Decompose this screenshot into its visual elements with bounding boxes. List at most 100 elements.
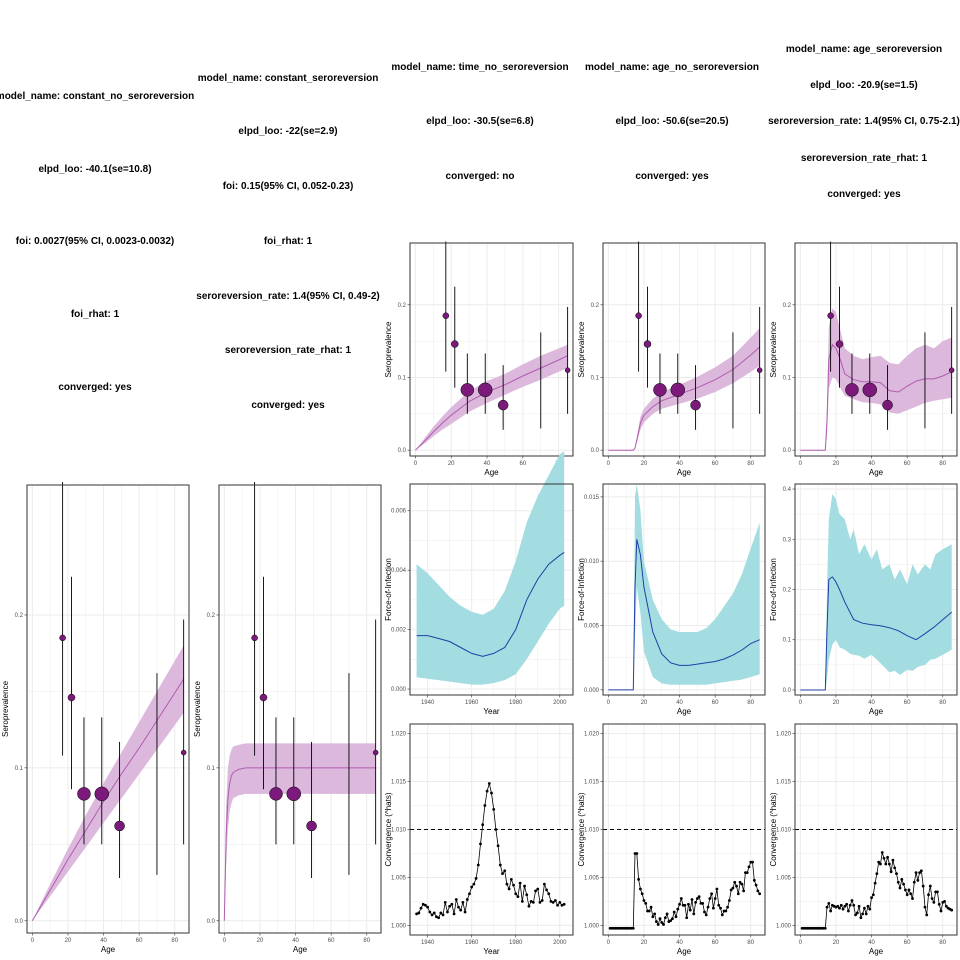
rhat-point — [419, 906, 423, 910]
rhat-point — [887, 862, 891, 866]
y-tick-label: 0.2 — [783, 303, 792, 309]
rhat-point — [538, 900, 542, 904]
x-axis-label: Year — [483, 947, 500, 956]
y-axis-label: Seroprevalence — [193, 680, 202, 737]
rhat-point — [540, 899, 544, 902]
y-tick-label: 1.010 — [776, 828, 792, 834]
y-axis-label: Seroprevalence — [769, 321, 778, 378]
rhat-point — [841, 907, 845, 911]
rhat-point — [494, 828, 498, 831]
rhat-point — [870, 896, 873, 899]
model-summary-text: model_name: constant_no_seroreversion elp… — [0, 44, 960, 411]
observed-point — [251, 634, 258, 642]
rhat-point — [516, 895, 520, 899]
rhat-point — [880, 851, 884, 854]
y-tick-label: 0.0 — [398, 448, 407, 454]
x-tick-label: 20 — [833, 940, 840, 946]
x-axis-label: Age — [869, 707, 884, 716]
x-tick-label: 20 — [448, 461, 455, 467]
rhat-point — [727, 899, 731, 902]
y-tick-label: 0.0 — [15, 919, 24, 925]
x-tick-label: 60 — [520, 461, 527, 467]
rhat-point — [731, 886, 735, 890]
rhat-point — [448, 904, 452, 908]
rhat-point — [468, 892, 471, 896]
rhat-point — [529, 900, 533, 903]
x-axis-label: Age — [869, 947, 884, 956]
x-tick-label: 20 — [641, 461, 648, 467]
rhat-point — [694, 900, 697, 904]
rhat-point — [649, 905, 653, 909]
summary-line: foi_rhat: 1 — [71, 309, 120, 320]
observed-point — [670, 382, 686, 398]
rhat-point — [879, 862, 882, 866]
y-tick-label: 0.2 — [783, 588, 792, 594]
summary-line: converged: yes — [635, 171, 709, 182]
x-tick-label: 0 — [223, 938, 227, 944]
rhat-point — [882, 856, 886, 860]
y-tick-label: 0.2 — [207, 613, 216, 619]
rhat-point — [483, 804, 487, 807]
summary-line: foi: 0.0027(95% CI, 0.0023-0.0032) — [16, 236, 174, 247]
rhat-point — [443, 900, 447, 904]
y-tick-label: 1.020 — [391, 732, 407, 738]
x-axis-label: Year — [483, 707, 500, 716]
y-tick-label: 1.015 — [584, 780, 600, 786]
rhat-point — [470, 885, 474, 889]
rhat-point — [534, 889, 537, 893]
rhat-point — [756, 889, 760, 893]
x-tick-label: 80 — [939, 940, 946, 946]
rhat-point — [430, 913, 434, 917]
rhat-point — [884, 862, 888, 866]
x-tick-label: 40 — [676, 461, 683, 467]
rhat-point — [560, 903, 564, 907]
summary-line: foi: 0.15(95% CI, 0.052-0.23) — [223, 181, 354, 192]
observed-point — [286, 786, 302, 802]
foi-credible-band — [800, 494, 952, 690]
panel-background — [603, 243, 765, 456]
y-tick-label: 0.004 — [391, 568, 407, 574]
rhat-point — [710, 892, 713, 896]
x-tick-label: 60 — [904, 700, 911, 706]
summary-line: model_name: constant_no_seroreversion — [0, 91, 194, 102]
x-tick-label: 80 — [747, 461, 754, 467]
rhat-point — [902, 882, 905, 886]
rhat-point — [697, 895, 701, 899]
rhat-point — [909, 892, 913, 896]
rhat-point — [665, 912, 669, 916]
panel-rhat_age_seroreversion: 0 20 40 60 80 1.000 1.005 1.010 1.015 1.020 Age Con… — [769, 723, 958, 956]
rhat-point — [715, 887, 719, 891]
x-tick-label: 2000 — [553, 700, 567, 706]
y-tick-label: 1.000 — [391, 923, 407, 929]
observed-point — [114, 820, 125, 832]
y-tick-label: 0.1 — [15, 766, 24, 772]
rhat-point — [823, 926, 827, 930]
x-tick-label: 60 — [904, 461, 911, 467]
y-tick-label: 0.002 — [391, 628, 407, 634]
summary-line: elpd_loo: -20.9(se=1.5) — [810, 80, 918, 91]
rhat-point — [439, 911, 443, 915]
rhat-point — [424, 903, 427, 907]
x-tick-label: 60 — [712, 461, 719, 467]
rhat-point — [479, 842, 482, 846]
x-axis-label: Age — [869, 468, 884, 477]
rhat-point — [678, 902, 681, 906]
rhat-point — [726, 905, 730, 909]
rhat-point — [950, 908, 954, 912]
summary-line: seroreversion_rate_rhat: 1 — [801, 153, 928, 164]
rhat-point — [886, 855, 889, 859]
y-tick-label: 0.0 — [207, 919, 216, 925]
rhat-point — [911, 897, 914, 900]
rhat-point — [454, 898, 458, 901]
rhat-point — [421, 902, 425, 906]
y-tick-label: 0.1 — [783, 638, 792, 644]
observed-point — [67, 693, 76, 702]
observed-point — [643, 340, 652, 348]
x-tick-label: 60 — [328, 938, 335, 944]
rhat-point — [687, 902, 690, 906]
rhat-point — [758, 892, 762, 896]
panel-rhat_time_no_seroreversion: 1940 1960 1980 2000 1.000 1.005 1.010 1.015 1.02… — [384, 723, 574, 956]
rhat-point — [685, 916, 689, 920]
observed-point — [77, 787, 91, 801]
rhat-point — [839, 903, 843, 907]
